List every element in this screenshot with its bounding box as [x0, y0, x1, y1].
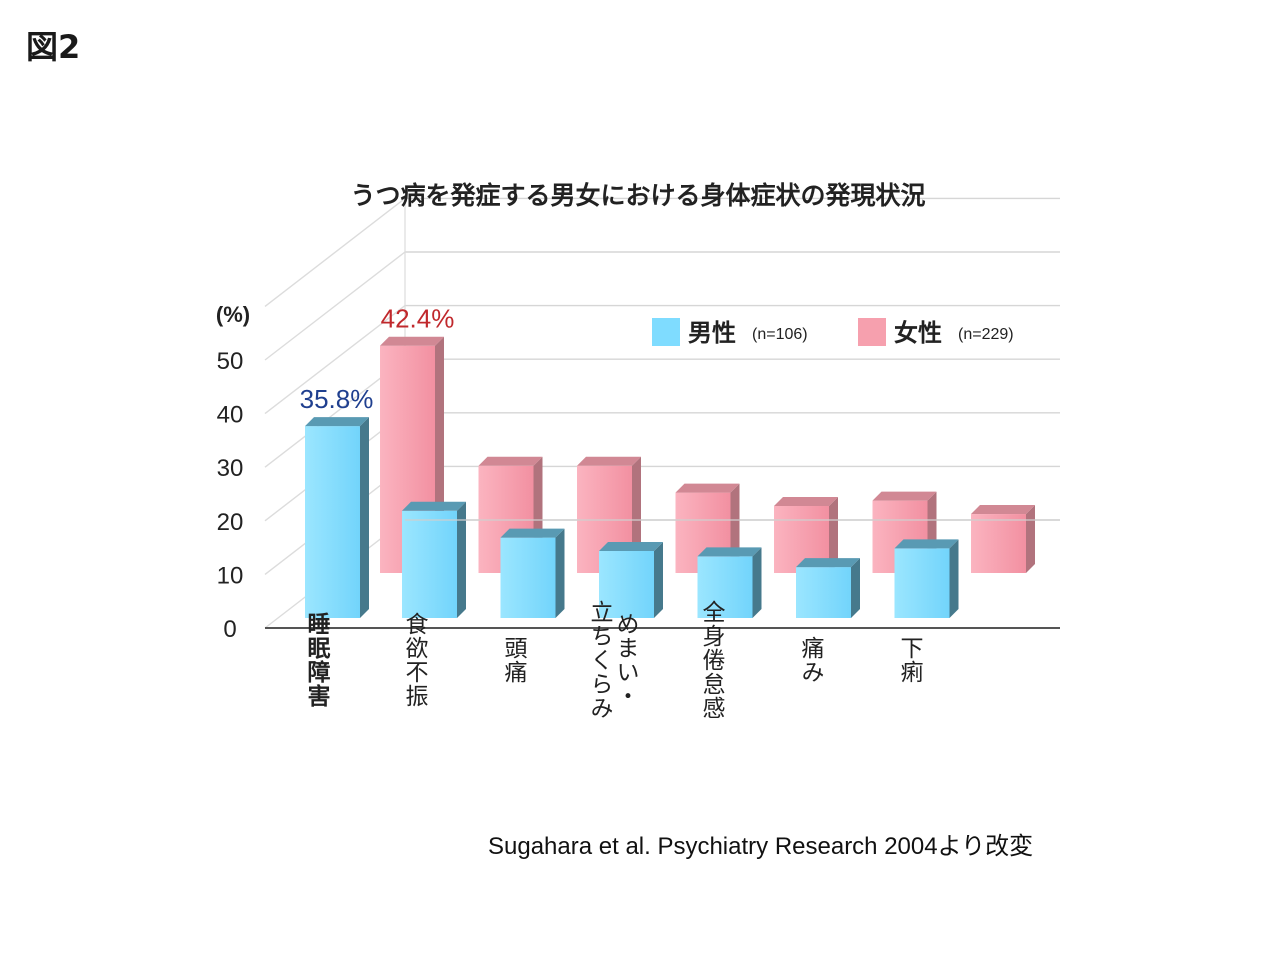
bar-female-top	[675, 483, 740, 493]
category-label: 全身倦怠感	[698, 600, 726, 720]
category-label: 下痢	[896, 636, 924, 684]
y-tick-label: 20	[217, 509, 244, 536]
bar-male-side	[360, 417, 369, 618]
category-label: 頭痛	[500, 636, 528, 684]
y-axis-label: (%)	[216, 302, 250, 327]
bar-male-top	[402, 501, 466, 511]
chart-title: うつ病を発症する男女における身体症状の発現状況	[350, 181, 925, 210]
bar-male	[796, 558, 860, 618]
source-note: Sugahara et al. Psychiatry Research 2004…	[488, 833, 1034, 860]
bar-female-top	[971, 505, 1035, 515]
bar-male-side	[555, 528, 565, 618]
bars-layer	[305, 336, 1035, 618]
bar-male-side	[752, 547, 762, 618]
bar-female-top	[478, 456, 543, 466]
bar-male-side	[851, 558, 860, 618]
category-label: 立ちくらみ	[586, 600, 613, 720]
bar-male-top	[305, 417, 369, 427]
bar-male-front	[894, 548, 950, 618]
legend-label: 男性	[688, 319, 736, 347]
legend-swatch	[858, 318, 886, 346]
bar-male-front	[402, 510, 457, 618]
bar-male	[894, 539, 959, 618]
y-tick-label: 10	[217, 562, 244, 589]
bar-male-front	[305, 426, 360, 618]
bar-female-top	[774, 497, 838, 506]
bar-male	[402, 501, 466, 618]
bar-male-top	[796, 558, 860, 568]
category-label: 食欲不振	[401, 612, 429, 708]
bar-male-front	[697, 556, 753, 618]
bar-female-top	[577, 456, 641, 466]
data-label: 35.8%	[300, 384, 374, 414]
legend-label: 女性	[894, 319, 942, 347]
gridline-diagonal	[264, 197, 406, 307]
figure-label: 図2	[26, 28, 81, 66]
bar-female-top	[380, 336, 444, 346]
bar-female-side	[829, 497, 838, 573]
bar-male-side	[654, 542, 663, 618]
y-tick-label: 50	[217, 348, 244, 375]
bar-female	[971, 505, 1035, 573]
bar-female	[380, 336, 444, 573]
bar-male-top	[697, 547, 762, 557]
gridline-diagonal	[264, 251, 406, 361]
bar-male-top	[500, 528, 565, 538]
category-label: 睡眠障害	[303, 612, 330, 708]
bar-female-side	[1026, 505, 1035, 573]
text-layer: 0 10 20 30 40 50 (%) うつ病を発症する男女における身体症状の発現状況 35.…	[216, 181, 926, 720]
bar-female-top	[872, 491, 937, 501]
gridline-diagonal	[264, 305, 406, 415]
y-tick-label: 30	[217, 455, 244, 482]
y-tick-label: 40	[217, 402, 244, 429]
bar-male-front	[796, 567, 851, 618]
data-label: 42.4%	[381, 304, 455, 334]
bar-male-front	[599, 551, 654, 618]
axes-layer	[265, 519, 1060, 629]
bar-male-top	[894, 539, 959, 549]
bar-male	[697, 547, 762, 618]
bar-male-top	[599, 542, 663, 551]
bar-male	[500, 528, 565, 618]
bar-male	[599, 542, 663, 618]
bar-male-side	[457, 501, 466, 618]
category-label: 痛み	[797, 636, 825, 684]
bar-male-side	[949, 539, 959, 618]
bar-male	[305, 417, 369, 618]
category-label: めまい・	[612, 612, 638, 708]
bar-male-front	[500, 537, 556, 618]
legend-n-label: (n=229)	[958, 326, 1014, 343]
legend-swatch	[652, 318, 680, 346]
legend: 男性 (n=106) 女性 (n=229)	[652, 318, 1014, 347]
y-tick-label: 0	[223, 616, 236, 643]
legend-n-label: (n=106)	[752, 326, 808, 343]
bar-female-front	[971, 514, 1026, 573]
